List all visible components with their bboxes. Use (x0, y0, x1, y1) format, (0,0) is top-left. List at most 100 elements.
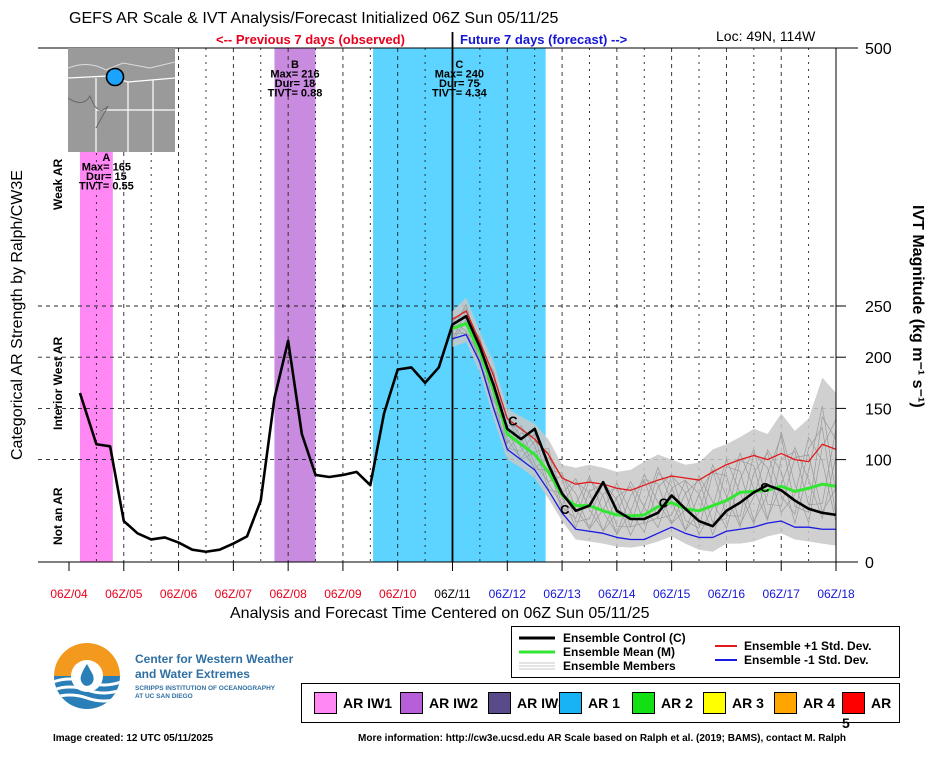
y-left-title: Categorical AR Strength by Ralph/CW3E (9, 170, 26, 460)
inset-map-border (68, 61, 175, 71)
ar-scale-item: AR 1 (559, 692, 620, 714)
control-marker-label: C (760, 480, 770, 495)
ar-scale-swatch (488, 692, 511, 714)
ar-scale-swatch (314, 692, 337, 714)
x-tick-label: 06Z/16 (708, 587, 746, 601)
legend-plus-sd-label: Ensemble +1 Std. Dev. (744, 639, 872, 653)
event-annotation-c: Dur= 75 (439, 78, 480, 90)
ar-scale-swatch (559, 692, 582, 714)
y-right-title: IVT Magnitude (kg m⁻¹ s⁻¹) (909, 205, 926, 408)
cw3e-logo-icon (54, 643, 120, 709)
event-annotation-a: Dur= 15 (86, 171, 127, 183)
event-annotation-a: TIVT= 0.55 (79, 181, 134, 193)
footer-info: More information: http://cw3e.ucsd.edu A… (358, 733, 847, 744)
event-annotation-a: A (102, 152, 110, 164)
logo-line-4: AT UC SAN DIEGO (135, 693, 193, 700)
previous-days-label: <-- Previous 7 days (observed) (216, 32, 405, 47)
ar-scale-label: AR 1 (588, 695, 620, 711)
logo-line-3: SCRIPPS INSTITUTION OF OCEANOGRAPHY (135, 685, 276, 692)
ar-scale-label: AR 4 (803, 695, 835, 711)
ar-scale-label: AR IW1 (343, 695, 392, 711)
axis-ticks: 500 250 200 150 100 0 06Z/04 06Z/05 06Z/06 06Z/07… (38, 41, 892, 601)
x-tick-label: 06Z/05 (105, 587, 143, 601)
category-weak-ar: Weak AR (51, 158, 65, 210)
x-tick-label: 06Z/09 (324, 587, 362, 601)
chart-title: GEFS AR Scale & IVT Analysis/Forecast In… (69, 10, 559, 27)
x-tick-label: 06Z/15 (653, 587, 691, 601)
event-annotation-a: Max= 165 (82, 162, 131, 174)
x-tick-label: 06Z/14 (598, 587, 636, 601)
control-marker-label: C (508, 414, 518, 429)
location-label: Loc: 49N, 114W (716, 28, 816, 44)
x-tick-label: 06Z/04 (50, 587, 88, 601)
legend-members-swatch (519, 662, 555, 670)
ar-scale-label: AR 3 (732, 695, 764, 711)
ar-event-shading (274, 48, 316, 562)
footer-created: Image created: 12 UTC 05/11/2025 (53, 733, 214, 744)
ar-scale-item: AR IW1 (314, 692, 392, 714)
legend-minus-sd-label: Ensemble -1 Std. Dev. (744, 653, 868, 667)
control-marker-label: C (560, 502, 570, 517)
y-right-tick-label: 150 (865, 401, 892, 418)
y-right-tick-label: 0 (865, 555, 874, 572)
x-tick-label: 06Z/11 (434, 587, 471, 601)
inset-map-terrain (68, 48, 175, 152)
x-tick-label: 06Z/13 (543, 587, 581, 601)
ar-scale-swatch (774, 692, 797, 714)
event-annotation-b: TIVT= 0.88 (268, 88, 323, 100)
ar-scale-label: AR IW2 (429, 695, 478, 711)
ar-scale-swatch (400, 692, 423, 714)
ar-scale-item: AR 2 (632, 692, 693, 714)
inset-location-map (68, 48, 175, 152)
ar-scale-label: AR 2 (661, 695, 693, 711)
ar-scale-label: AR IW3 (517, 695, 566, 711)
event-annotation-b: B (291, 59, 299, 71)
ar-scale-item: AR 4 (774, 692, 835, 714)
ar-scale-item: AR IW3 (488, 692, 566, 714)
control-marker-label: C (659, 496, 669, 511)
cw3e-logo (53, 642, 121, 710)
x-axis-title: Analysis and Forecast Time Centered on 0… (230, 605, 650, 620)
ar-scale-legend: AR IW1 AR IW2 AR IW3 AR 1 AR 2 AR 3 AR 4 AR 5 (301, 683, 900, 731)
legend-control-label: Ensemble Control (C) (563, 631, 686, 645)
inset-map-state-lines (95, 78, 175, 152)
series-line-ensemble-control-c- (78, 314, 837, 554)
ar-scale-item: AR 5 (842, 692, 899, 731)
future-days-label: Future 7 days (forecast) --> (460, 32, 628, 47)
x-tick-label: 06Z/12 (489, 587, 527, 601)
ensemble-member-line (452, 309, 837, 537)
ar-scale-item: AR IW2 (400, 692, 478, 714)
category-not-an-ar: Not an AR (51, 487, 65, 545)
event-annotation-c: C (455, 59, 463, 71)
event-annotation-b: Max= 216 (270, 69, 319, 81)
category-interior-west-ar: Interior West AR (51, 336, 65, 430)
event-annotation-b: Dur= 18 (275, 78, 316, 90)
series-legend: Ensemble Control (C) Ensemble Mean (M) E… (511, 626, 900, 678)
inset-map-terrain (68, 94, 109, 129)
y-right-tick-label: 500 (865, 41, 892, 58)
ar-scale-label: AR 5 (842, 695, 892, 732)
ensemble-member-line (452, 325, 837, 536)
location-marker-icon (105, 67, 125, 87)
x-tick-label: 06Z/17 (763, 587, 801, 601)
series-line-ensemble-1-std-dev- (452, 334, 836, 541)
ar-scale-swatch (703, 692, 726, 714)
x-tick-label: 06Z/08 (269, 587, 307, 601)
y-right-tick-label: 100 (865, 453, 892, 470)
x-tick-label: 06Z/18 (817, 587, 855, 601)
event-annotation-c: TIVT= 4.34 (432, 88, 488, 100)
y-right-tick-label: 250 (865, 299, 892, 316)
ivt-chart: GEFS AR Scale & IVT Analysis/Forecast In… (9, 10, 926, 620)
series-legend-svg: Ensemble Control (C) Ensemble Mean (M) E… (519, 631, 872, 673)
legend-mean-label: Ensemble Mean (M) (563, 645, 675, 659)
y-right-tick-label: 200 (865, 350, 892, 367)
ensemble-member-line (452, 332, 837, 536)
ar-scale-swatch (632, 692, 655, 714)
logo-line-1: Center for Western Weather (135, 652, 294, 666)
x-tick-label: 06Z/06 (160, 587, 198, 601)
inset-map-svg (68, 48, 175, 152)
legend-members-label: Ensemble Members (563, 659, 676, 673)
x-tick-label: 06Z/07 (215, 587, 253, 601)
series-line-ensemble-1-std-dev- (452, 310, 837, 491)
